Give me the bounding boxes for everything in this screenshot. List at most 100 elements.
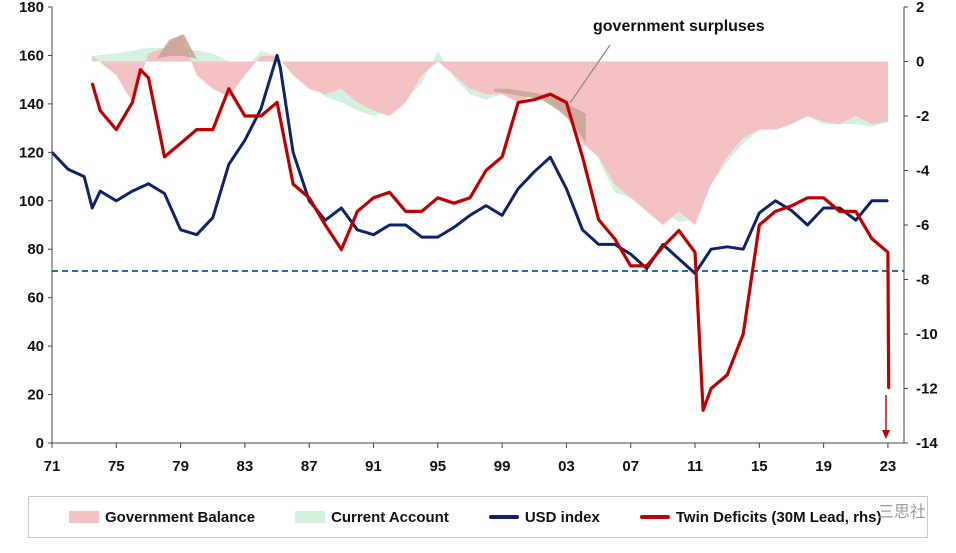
- point-usd-index: [453, 226, 455, 229]
- area-surplus-overlap-1978: [156, 34, 197, 59]
- point-twin-deficits: [887, 387, 890, 390]
- left-tick-label: 20: [27, 387, 44, 404]
- legend-item-usd-index: USD index: [488, 508, 600, 526]
- legend-label-twin-deficits: Twin Deficits (30M Lead, rhs): [675, 508, 882, 526]
- point-usd-index: [228, 163, 230, 166]
- point-twin-deficits: [437, 196, 439, 199]
- point-twin-deficits: [702, 409, 704, 412]
- point-usd-index: [469, 214, 471, 217]
- point-usd-index: [645, 267, 648, 270]
- point-twin-deficits: [662, 246, 664, 248]
- x-tick-label: 03: [558, 458, 575, 475]
- point-usd-index: [710, 248, 712, 251]
- x-tick-label: 71: [44, 458, 61, 475]
- point-usd-index: [533, 170, 536, 173]
- point-twin-deficits: [147, 77, 150, 79]
- point-twin-deficits: [469, 196, 471, 199]
- point-usd-index: [581, 229, 584, 231]
- point-twin-deficits: [533, 98, 536, 101]
- x-tick-label: 11: [687, 458, 703, 475]
- left-tick-label: 60: [27, 290, 44, 307]
- point-usd-index: [613, 243, 616, 246]
- right-tick-label: -2: [916, 108, 929, 125]
- x-tick-label: 75: [108, 458, 125, 475]
- point-twin-deficits: [581, 156, 584, 158]
- point-twin-deficits: [822, 196, 825, 199]
- point-twin-deficits: [139, 68, 142, 71]
- point-twin-deficits: [887, 251, 889, 254]
- point-twin-deficits: [372, 196, 375, 199]
- point-twin-deficits: [115, 128, 118, 131]
- point-usd-index: [871, 199, 873, 202]
- point-twin-deficits: [629, 265, 632, 267]
- point-twin-deficits: [549, 93, 552, 95]
- left-tick-label: 160: [19, 47, 44, 64]
- x-tick-label: 95: [429, 458, 446, 475]
- annotation-label: government surpluses: [593, 18, 765, 35]
- point-twin-deficits: [774, 210, 777, 213]
- point-usd-index: [420, 236, 423, 238]
- left-tick-label: 0: [36, 435, 44, 452]
- point-usd-index: [99, 190, 102, 192]
- legend-label-usd-index: USD index: [524, 508, 600, 526]
- legend-swatch-twin-deficits: [639, 515, 670, 519]
- point-usd-index: [372, 233, 375, 236]
- line-layer: [50, 53, 891, 412]
- point-twin-deficits: [420, 210, 423, 213]
- legend-item-government-balance: Government Balance: [69, 509, 255, 526]
- annotation-pointer: [569, 44, 611, 104]
- point-twin-deficits: [179, 142, 182, 145]
- point-usd-index: [244, 139, 246, 142]
- point-twin-deficits: [324, 224, 327, 226]
- point-usd-index: [276, 54, 278, 57]
- point-twin-deficits: [340, 248, 343, 251]
- legend: Government Balance Current Account USD i…: [28, 496, 928, 538]
- point-usd-index: [67, 168, 69, 171]
- point-usd-index: [388, 224, 391, 226]
- point-twin-deficits: [485, 169, 487, 172]
- point-twin-deficits: [758, 224, 761, 226]
- area-government-balance: [92, 34, 888, 225]
- point-twin-deficits: [613, 237, 616, 240]
- right-tick-label: -12: [916, 381, 938, 398]
- x-tick-label: 79: [172, 458, 189, 475]
- left-tick-label: 140: [19, 96, 44, 113]
- point-twin-deficits: [453, 202, 455, 204]
- point-twin-deficits: [854, 210, 857, 213]
- x-tick-label: 23: [880, 458, 897, 475]
- left-tick-label: 40: [27, 338, 44, 355]
- point-twin-deficits: [710, 387, 712, 390]
- point-twin-deficits: [211, 128, 214, 131]
- right-tick-label: -10: [916, 326, 938, 343]
- point-twin-deficits: [726, 374, 728, 376]
- point-usd-index: [485, 204, 487, 207]
- point-twin-deficits: [871, 237, 873, 240]
- point-twin-deficits: [678, 229, 680, 232]
- point-twin-deficits: [91, 82, 93, 85]
- watermark: 三思社: [877, 504, 926, 521]
- point-usd-index: [147, 183, 150, 185]
- legend-item-current-account: Current Account: [295, 509, 449, 526]
- point-twin-deficits: [228, 87, 230, 90]
- point-usd-index: [340, 207, 343, 209]
- point-twin-deficits: [404, 210, 407, 213]
- point-usd-index: [91, 207, 93, 209]
- point-twin-deficits: [260, 115, 262, 117]
- point-usd-index: [211, 216, 214, 219]
- point-twin-deficits: [276, 101, 278, 104]
- point-usd-index: [854, 219, 857, 221]
- point-usd-index: [774, 199, 777, 202]
- point-usd-index: [83, 175, 85, 178]
- point-usd-index: [517, 187, 519, 190]
- x-tick-label: 99: [494, 458, 511, 475]
- x-tick-label: 15: [751, 458, 768, 475]
- right-tick-label: -8: [916, 272, 929, 289]
- right-tick-label: -6: [916, 217, 929, 234]
- point-usd-index: [260, 107, 262, 110]
- point-usd-index: [131, 190, 134, 192]
- point-twin-deficits: [597, 218, 600, 221]
- point-twin-deficits: [99, 109, 102, 112]
- x-tick-label: 19: [815, 458, 832, 475]
- area-layer: [92, 34, 888, 225]
